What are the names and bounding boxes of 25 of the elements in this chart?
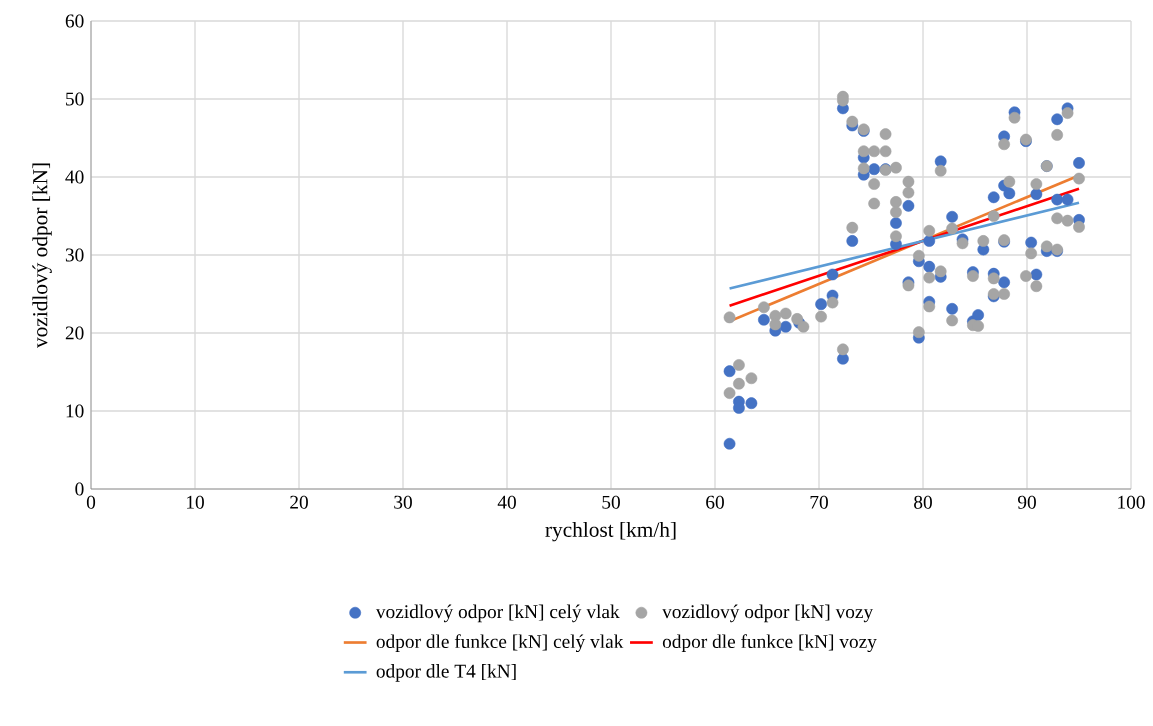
x-tick-label: 10 [187,495,204,509]
x-tick-label: 90 [1017,495,1036,509]
y-tick-label: 50 [66,92,84,106]
y-tick-label: 0 [75,482,84,496]
y-axis-title: vozidlový odpor [kN] [32,163,52,349]
y-tick-label: 10 [66,404,84,418]
x-tick-label: 80 [914,495,932,509]
x-tick-label: 20 [290,495,308,509]
legend-label: vozidlový odpor [kN] vozy [662,604,874,623]
x-tick-label: 40 [497,495,516,509]
x-tick-label: 50 [602,495,620,509]
x-tick-label: 60 [706,495,724,509]
y-tick-label: 60 [65,14,84,28]
y-tick-label: 40 [65,170,84,184]
y-tick-label: 30 [65,248,84,262]
legend-label: vozidlový odpor [kN] celý vlak [375,604,620,623]
legend-label: odpor dle T4 [kN] [376,664,516,682]
legend-label: odpor dle funkce [kN] vozy [662,634,877,653]
x-tick-label: 70 [810,495,828,509]
x-tick-label: 100 [1118,495,1145,509]
x-tick-label: 0 [86,495,96,509]
x-tick-label: 30 [394,495,412,509]
legend-label: odpor dle funkce [kN] celý vlak [376,634,624,653]
y-tick-label: 20 [65,326,84,340]
x-axis-title: rychlost [km/h] [545,521,676,542]
